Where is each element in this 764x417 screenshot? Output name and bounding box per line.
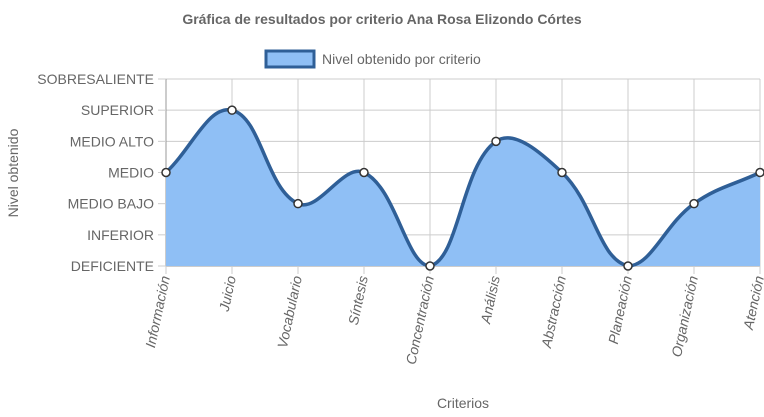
x-tick-label: Concentración [403,274,437,366]
y-tick-label: MEDIO BAJO [68,196,154,212]
y-axis-label: Nivel obtenido [5,128,21,217]
x-tick-label: Vocabulario [274,274,305,349]
legend[interactable]: Nivel obtenido por criterio [264,49,481,69]
legend-swatch [264,49,316,69]
data-point[interactable] [491,136,501,147]
y-tick-label: SUPERIOR [81,102,154,118]
x-tick-label: Atención [740,274,764,332]
y-tick-label: SOBRESALIENTE [37,71,154,87]
data-points [161,105,764,271]
x-tick-label: Juicio [216,274,239,314]
data-point[interactable] [755,167,764,178]
x-tick-label: Información [142,274,173,349]
y-tick-label: INFERIOR [87,227,154,243]
x-tick-label: Organización [668,274,701,358]
data-point[interactable] [623,261,633,271]
x-tick-label: Análisis [477,274,503,326]
x-tick-label: Abstracción [538,274,569,350]
data-point[interactable] [689,198,699,209]
y-tick-label: MEDIO ALTO [70,133,154,149]
data-point[interactable] [293,198,303,209]
data-point[interactable] [557,167,567,178]
x-tick-label: Planeación [605,274,635,345]
chart-title: Gráfica de resultados por criterio Ana R… [182,11,582,27]
y-tick-label: DEFICIENTE [71,258,154,274]
data-point[interactable] [227,105,237,115]
data-point[interactable] [425,261,435,271]
y-axis-ticks: DEFICIENTE INFERIOR MEDIO BAJO MEDIO MEDIO A… [37,71,166,274]
y-tick-label: MEDIO [108,165,154,181]
data-point[interactable] [161,167,171,178]
x-axis-ticks: Información Juicio Vocabulario Síntesis Conc… [142,266,764,366]
x-tick-label: Síntesis [345,274,371,326]
series-area [164,108,761,268]
legend-label: Nivel obtenido por criterio [322,51,481,67]
series-line [164,108,761,268]
series-fill [166,109,760,266]
data-point[interactable] [359,167,369,178]
x-axis-label: Criterios [437,395,489,411]
